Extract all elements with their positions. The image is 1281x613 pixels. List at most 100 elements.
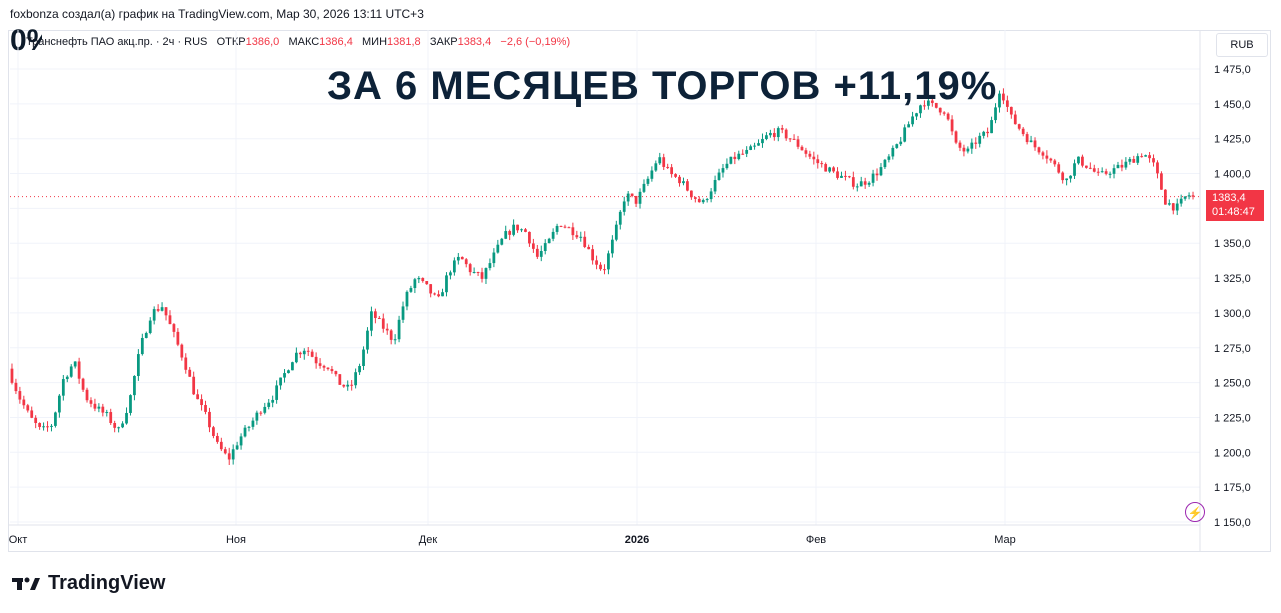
candle-body: [302, 350, 306, 355]
candle-body: [535, 248, 539, 257]
tradingview-logo[interactable]: TradingView: [12, 572, 165, 595]
candle-body: [709, 191, 713, 200]
candle-body: [555, 225, 559, 232]
candle-body: [1128, 158, 1132, 162]
y-tick-label: 1 350,0: [1214, 238, 1251, 250]
candle-body: [958, 142, 962, 148]
candle-body: [373, 311, 377, 318]
candle-body: [208, 411, 211, 428]
candle-body: [255, 412, 259, 421]
candle-body: [1081, 156, 1084, 166]
clipped-overlay-text: 0%: [10, 24, 42, 57]
headline-overlay: ЗА 6 МЕСЯЦЕВ ТОРГОВ +11,19%: [327, 64, 998, 108]
candle-body: [330, 369, 334, 372]
candle-body: [1124, 161, 1128, 168]
x-tick-label: Мар: [994, 534, 1016, 546]
candle-body: [689, 190, 693, 198]
chart-frame: [8, 30, 1271, 552]
candle-body: [658, 157, 662, 164]
candle-body: [836, 171, 839, 178]
candle-body: [1183, 196, 1187, 199]
candle-body: [231, 449, 235, 460]
x-tick-label: Окт: [9, 534, 28, 546]
candle-body: [259, 412, 263, 414]
candle-body: [907, 124, 911, 128]
candle-body: [156, 309, 160, 311]
candle-body: [306, 350, 310, 352]
candle-body: [678, 176, 681, 184]
candle-body: [808, 153, 812, 157]
y-tick-label: 1 275,0: [1214, 343, 1251, 355]
candle-body: [950, 119, 954, 132]
candle-body: [844, 175, 847, 177]
candle-body: [97, 406, 101, 409]
candle-body: [180, 344, 184, 358]
candle-body: [626, 193, 630, 202]
candle-body: [1009, 106, 1013, 115]
candle-body: [938, 107, 942, 113]
candle-body: [614, 224, 618, 240]
candle-body: [480, 272, 484, 279]
candle-body: [484, 268, 488, 279]
y-tick-label: 1 175,0: [1214, 482, 1251, 494]
candle-body: [50, 425, 53, 427]
y-tick-label: 1 250,0: [1214, 378, 1251, 390]
candle-body: [1136, 156, 1140, 163]
candle-body: [674, 174, 677, 177]
candle-body: [109, 412, 113, 424]
candle-body: [322, 365, 326, 368]
x-tick-label: 2026: [625, 534, 649, 546]
candle-body: [26, 405, 30, 411]
candle-body: [551, 231, 555, 239]
candle-body: [117, 427, 121, 429]
symbol-name[interactable]: Транснефть ПАО акц.пр. · 2ч · RUS: [26, 36, 208, 48]
candle-body: [903, 127, 907, 142]
candle-body: [875, 173, 879, 176]
candle-body: [1041, 152, 1045, 156]
candle-body: [946, 113, 950, 120]
candle-body: [405, 291, 409, 307]
low-label: МИН: [362, 36, 388, 48]
candle-body: [1045, 155, 1049, 159]
candle-body: [879, 167, 883, 176]
currency-button[interactable]: RUB: [1216, 33, 1268, 57]
candle-body: [318, 363, 322, 366]
candle-body: [543, 243, 547, 251]
candle-body: [784, 129, 788, 139]
candle-body: [1017, 124, 1021, 129]
candle-body: [338, 374, 342, 385]
candle-body: [362, 349, 365, 366]
candle-body: [595, 260, 598, 265]
candle-body: [713, 179, 717, 192]
symbol-info-line[interactable]: Транснефть ПАО акц.пр. · 2ч · RUS ОТКР13…: [26, 36, 570, 48]
candle-body: [125, 412, 128, 424]
candle-body: [666, 166, 670, 168]
candle-body: [733, 156, 737, 160]
candle-body: [89, 400, 93, 404]
candle-body: [788, 138, 792, 140]
candle-body: [1002, 93, 1005, 101]
candle-body: [136, 354, 140, 376]
high-value: 1386,4: [319, 36, 353, 48]
candle-body: [34, 417, 38, 424]
candle-body: [144, 332, 148, 338]
candle-body: [895, 144, 899, 148]
candle-body: [1088, 167, 1092, 169]
candle-body: [610, 239, 614, 254]
candle-body: [1116, 164, 1120, 169]
candle-body: [1144, 155, 1148, 157]
candle-body: [1025, 134, 1029, 143]
candle-body: [923, 105, 926, 107]
candle-body: [1096, 171, 1100, 173]
candle-body: [65, 376, 69, 380]
lightning-icon[interactable]: ⚡: [1185, 502, 1205, 522]
candle-body: [456, 256, 460, 261]
candle-body: [717, 172, 721, 180]
candle-body: [140, 337, 144, 355]
candle-body: [603, 269, 606, 271]
candle-body: [670, 167, 674, 175]
candle-body: [370, 311, 373, 331]
candle-body: [54, 412, 57, 426]
candle-body: [1077, 156, 1080, 164]
